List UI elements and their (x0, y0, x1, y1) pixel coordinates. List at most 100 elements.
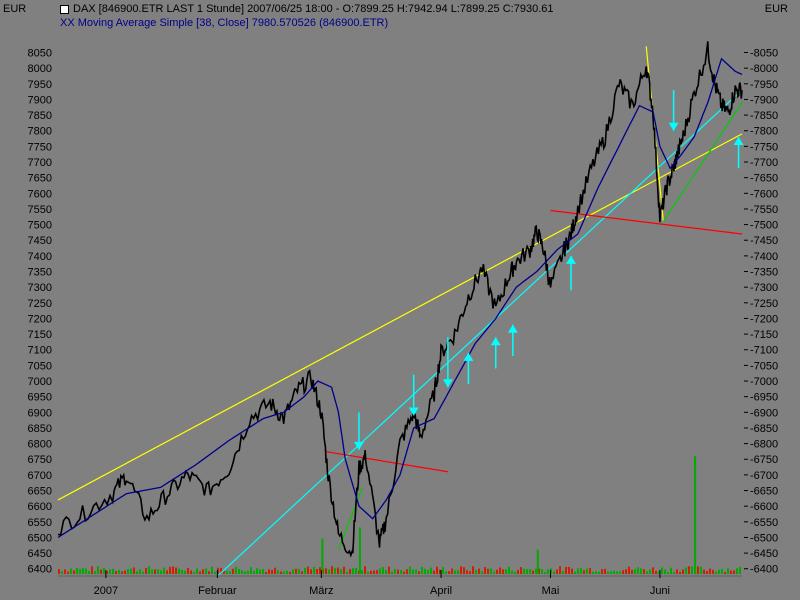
volume-bar (307, 566, 309, 574)
y-tick-right: -8050 (750, 48, 778, 60)
y-tick-right: -6600 (750, 501, 778, 513)
volume-bar (505, 569, 507, 574)
y-tick-right: -7350 (750, 267, 778, 279)
volume-bar (454, 570, 456, 574)
volume-bar (199, 571, 201, 574)
volume-bar (136, 571, 138, 574)
volume-bar (94, 571, 96, 574)
volume-bar (268, 569, 270, 574)
trendline-cyan-support (218, 89, 743, 576)
volume-bar (682, 569, 684, 574)
volume-bar (586, 568, 588, 574)
volume-bar (226, 570, 228, 574)
y-tick-right: -6400 (750, 564, 778, 576)
volume-bar (484, 567, 486, 574)
volume-bar (550, 568, 552, 574)
volume-bar (313, 566, 315, 574)
volume-bar (82, 567, 84, 574)
x-tick-label: April (430, 585, 452, 597)
volume-bar (724, 571, 726, 574)
volume-bar (112, 568, 114, 574)
volume-bar (514, 571, 516, 574)
volume-bar (115, 571, 117, 574)
volume-bar (373, 570, 375, 574)
volume-bar (163, 567, 165, 574)
volume-bar (193, 571, 195, 574)
y-tick-right: -7450 (750, 235, 778, 247)
y-tick-left: 7600 (28, 188, 52, 200)
volume-bar (340, 568, 342, 574)
volume-bar (703, 569, 705, 574)
volume-bar (229, 571, 231, 574)
volume-bar (262, 569, 264, 574)
volume-bar (541, 569, 543, 574)
volume-bar (553, 571, 555, 574)
volume-bar (253, 571, 255, 574)
volume-bar (343, 566, 345, 574)
volume-bar (574, 571, 576, 574)
volume-spike (536, 549, 539, 574)
x-tick-label: Juni (650, 585, 670, 597)
volume-bar (700, 566, 702, 574)
volume-bar (568, 566, 570, 574)
volume-bar (664, 569, 666, 574)
volume-bar (160, 570, 162, 574)
y-tick-left: 6450 (28, 548, 52, 560)
volume-bar (634, 569, 636, 574)
volume-bar (601, 569, 603, 574)
volume-bar (649, 569, 651, 574)
y-tick-right: -7150 (750, 329, 778, 341)
volume-bar (103, 567, 105, 574)
volume-bar (133, 567, 135, 574)
checkbox-icon[interactable] (60, 4, 69, 14)
volume-bar (691, 566, 693, 574)
volume-bar (457, 570, 459, 574)
y-tick-left: 7250 (28, 298, 52, 310)
volume-bar (259, 569, 261, 574)
volume-bar (88, 570, 90, 574)
volume-bar (145, 567, 147, 574)
volume-bar (676, 569, 678, 574)
volume-bar (265, 571, 267, 574)
volume-bar (619, 571, 621, 574)
volume-bar (565, 566, 567, 574)
y-tick-left: 8050 (28, 48, 52, 60)
moving-average-line (57, 57, 743, 539)
volume-bar (433, 570, 435, 574)
volume-bar (406, 569, 408, 574)
arrow-down-icon (442, 379, 453, 388)
volume-bar (448, 571, 450, 574)
volume-bar (79, 569, 81, 574)
volume-bar (271, 569, 273, 574)
volume-bar (652, 567, 654, 574)
arrow-up-icon (733, 136, 744, 145)
y-tick-left: 6750 (28, 454, 52, 466)
y-tick-left: 7200 (28, 313, 52, 325)
x-tick-label: März (309, 585, 333, 597)
volume-bar (274, 567, 276, 574)
y-tick-right: -7250 (750, 298, 778, 310)
volume-bar (85, 568, 87, 574)
y-tick-left: 7800 (28, 126, 52, 138)
y-tick-right: -7400 (750, 251, 778, 263)
y-tick-right: -7300 (750, 282, 778, 294)
y-tick-left: 6500 (28, 532, 52, 544)
volume-bar (490, 568, 492, 574)
volume-bar (118, 569, 120, 574)
y-tick-right: -6450 (750, 548, 778, 560)
volume-bar (187, 567, 189, 574)
price-line (57, 41, 743, 558)
volume-bar (220, 568, 222, 574)
y-tick-right: -7200 (750, 313, 778, 325)
y-tick-left: 6800 (28, 439, 52, 451)
volume-bar (502, 569, 504, 574)
volume-bar (334, 568, 336, 574)
volume-bar (625, 569, 627, 574)
volume-bar (706, 570, 708, 574)
volume-bar (436, 566, 438, 574)
volume-bar (328, 569, 330, 574)
volume-bar (202, 569, 204, 574)
y-tick-right: -7500 (750, 220, 778, 232)
y-tick-left: 6700 (28, 470, 52, 482)
volume-bar (139, 569, 141, 574)
